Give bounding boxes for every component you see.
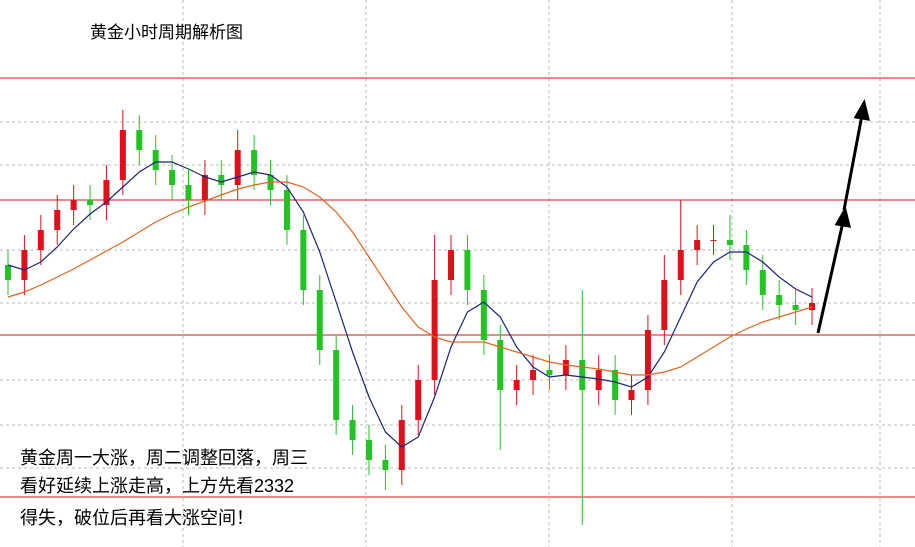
candle-body [54,210,61,230]
candle-body [612,370,619,400]
candle-body [201,175,208,200]
arrows [816,99,871,334]
candle-body [136,130,143,150]
arrow [842,114,864,211]
candle-body [497,340,504,390]
candle-body [595,370,602,390]
candle-body [300,230,307,290]
candle-body [513,380,520,390]
candle-body [251,150,258,175]
candle-body [792,305,799,310]
candle-body [776,295,783,305]
candle-body [759,270,766,295]
candle-body [546,370,553,375]
candle-body [185,185,192,200]
candle-body [218,175,225,185]
candle-body [283,190,290,230]
candle-body [448,250,455,280]
candle-body [119,130,126,180]
candle-body [333,350,340,420]
candle-body [234,150,241,185]
candle-body [382,460,389,470]
candle-body [349,420,356,440]
candle-body [37,230,44,250]
annotation: 得失，破位后再看大涨空间！ [20,508,254,528]
candle-body [480,290,487,340]
moving-average [7,161,813,448]
candle-body [87,200,94,205]
candle-body [152,150,159,170]
moving-average [7,181,813,376]
arrow [816,221,845,334]
candle-body [464,250,471,290]
candle-body [644,330,651,390]
arrow-head [834,206,852,228]
plot [0,77,915,525]
annotation: 黄金周一大涨，周二调整回落，周三 [20,448,308,468]
candle-body [5,265,11,280]
candle-body [530,370,537,380]
candle-body [661,280,668,330]
candle-body [579,360,586,390]
candle-body [70,200,77,210]
arrow-head [853,99,871,121]
candle-body [398,420,405,470]
candle-body [694,240,701,250]
chart-title: 黄金小时周期解析图 [90,23,243,42]
annotation: 看好延续上涨走高，上方先看2332 [20,476,294,496]
candle-body [365,440,372,460]
candle-body [628,390,635,400]
candle-body [103,180,110,205]
candle-body [677,250,684,280]
candle-body [710,240,717,241]
candle-body [431,280,438,380]
candle-body [21,250,28,280]
candle-body [562,360,569,375]
candle-body [809,303,815,310]
candle-body [169,170,176,185]
candle-body [726,240,733,245]
candle-body [743,245,750,270]
candle-body [415,380,422,420]
candle-body [316,290,323,350]
